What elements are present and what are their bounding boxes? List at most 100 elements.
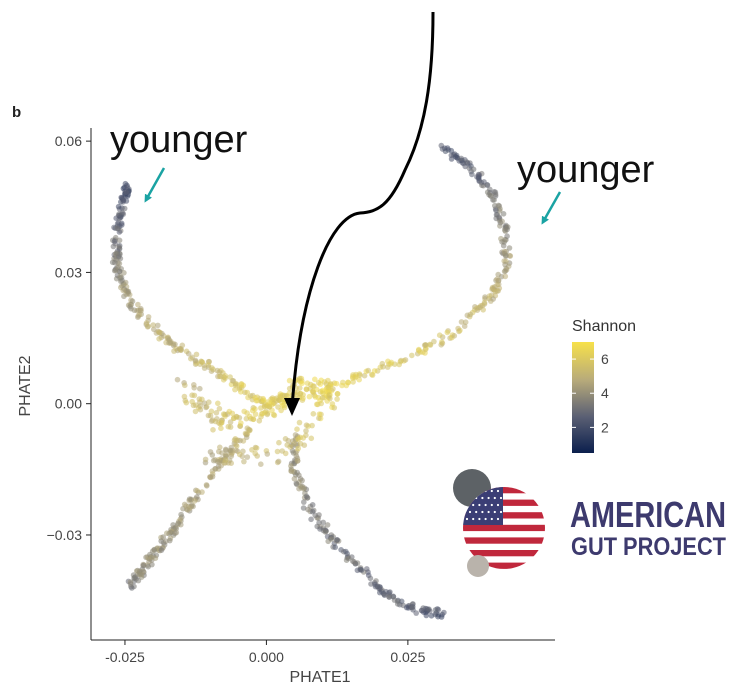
scatter-point	[174, 376, 181, 383]
logo-flag-stripe	[463, 512, 545, 519]
scatter-point	[152, 555, 159, 561]
scatter-point	[339, 382, 345, 389]
scatter-point	[207, 449, 214, 455]
scatter-point	[421, 342, 428, 349]
scatter-point	[297, 391, 304, 397]
y-tick-label: 0.00	[55, 396, 82, 412]
scatter-point	[432, 607, 439, 613]
scatter-point	[310, 388, 316, 395]
scatter-point	[212, 466, 219, 472]
scatter-point	[178, 511, 184, 518]
scatter-point	[495, 277, 502, 284]
scatter-point	[249, 447, 255, 453]
logo-flag-star	[472, 517, 475, 521]
scatter-point	[319, 395, 326, 401]
scatter-point	[286, 377, 293, 384]
scatter-point	[238, 420, 244, 426]
scatter-point	[311, 383, 317, 390]
scatter-point	[486, 293, 493, 299]
scatter-point	[201, 400, 208, 407]
scatter-point	[488, 193, 494, 199]
scatter-point	[320, 390, 326, 397]
scatter-point	[316, 519, 322, 526]
scatter-point	[441, 609, 447, 616]
scatter-point	[164, 530, 170, 536]
scatter-point	[409, 604, 416, 611]
scatter-point	[503, 253, 509, 259]
scatter-point	[206, 399, 212, 406]
scatter-point	[138, 307, 144, 314]
scatter-point	[125, 288, 132, 295]
scatter-point	[345, 555, 352, 562]
scatter-point	[455, 325, 461, 332]
scatter-point	[502, 261, 508, 268]
scatter-point	[274, 448, 281, 455]
scatter-point	[391, 597, 398, 603]
scatter-point	[371, 368, 378, 374]
scatter-point	[386, 594, 392, 600]
scatter-point	[329, 401, 336, 407]
scatter-point	[220, 411, 227, 417]
scatter-point	[239, 453, 246, 460]
scatter-point	[190, 503, 196, 510]
scatter-point	[254, 453, 260, 459]
scatter-point	[418, 607, 425, 614]
scatter-point	[318, 400, 325, 407]
scatter-point	[258, 461, 264, 468]
scatter-point	[218, 425, 224, 432]
scatter-point	[175, 520, 181, 526]
logo-flag-star	[496, 489, 500, 493]
scatter-point	[300, 505, 307, 511]
scatter-point	[354, 567, 361, 574]
scatter-point	[358, 567, 365, 573]
scatter-point	[264, 451, 271, 457]
scatter-point	[467, 311, 474, 318]
scatter-point	[243, 434, 250, 441]
colorbar-tick-label: 2	[601, 419, 609, 435]
scatter-point	[295, 445, 302, 452]
scatter-point	[303, 386, 310, 393]
scatter-point	[295, 436, 301, 443]
scatter-point	[121, 293, 127, 300]
scatter-point	[464, 159, 470, 165]
scatter-point	[504, 226, 510, 233]
scatter-point	[462, 319, 469, 326]
scatter-point	[306, 393, 313, 400]
scatter-point	[305, 506, 311, 513]
scatter-point	[111, 238, 118, 245]
scatter-point	[458, 319, 465, 325]
scatter-point	[222, 373, 229, 379]
logo-text-american: AMERICAN	[570, 494, 726, 535]
scatter-point	[444, 329, 451, 336]
scatter-point	[477, 304, 483, 311]
scatter-point	[497, 223, 503, 229]
scatter-point	[500, 211, 507, 217]
scatter-point	[197, 385, 203, 392]
scatter-point	[146, 558, 152, 565]
logo-flag-stripe	[463, 524, 545, 532]
logo-flag-star	[493, 496, 496, 500]
logo-flag-stripe	[463, 487, 545, 494]
scatter-point	[223, 447, 229, 454]
scatter-point	[171, 348, 177, 354]
scatter-point	[288, 468, 295, 475]
scatter-point	[156, 336, 162, 342]
scatter-point	[452, 154, 459, 160]
scatter-point	[135, 314, 141, 321]
scatter-point	[304, 495, 311, 501]
scatter-point	[155, 322, 161, 329]
x-axis-title: PHATE1	[289, 669, 350, 686]
scatter-point	[379, 360, 386, 367]
logo-flag-star	[478, 517, 481, 521]
y-tick-label: 0.03	[55, 264, 82, 280]
colorbar-legend: Shannon 2 4 6	[572, 318, 636, 453]
colorbar-tick-label: 4	[601, 385, 609, 401]
scatter-point	[365, 367, 372, 374]
scatter-point	[334, 391, 341, 397]
logo-flag-star	[484, 503, 487, 507]
scatter-point	[502, 268, 509, 274]
scatter-point	[275, 458, 282, 465]
scatter-point	[504, 233, 510, 239]
scatter-point	[291, 476, 298, 482]
scatter-point	[317, 526, 323, 532]
